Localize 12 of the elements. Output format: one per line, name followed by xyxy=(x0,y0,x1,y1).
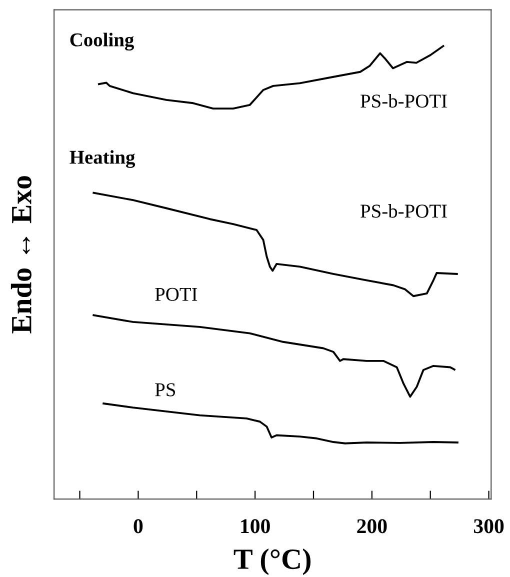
series-label: POTI xyxy=(155,288,198,301)
text: PS-b-POTI xyxy=(360,204,447,218)
x-axis-title: T (°C) xyxy=(234,548,311,576)
x-tick-label: 200 xyxy=(357,519,387,534)
series-label: PS-b-POTI xyxy=(360,94,447,108)
annotation: Heating xyxy=(70,150,136,168)
annotation: Cooling xyxy=(70,32,134,51)
x-tick-label: 0 xyxy=(134,519,143,534)
x-tick-label: 100 xyxy=(241,519,270,534)
series-label: PS xyxy=(155,383,176,396)
y-axis-title: Endo ↔ Exo xyxy=(10,176,32,334)
x-tick-label: 300 xyxy=(474,519,504,534)
